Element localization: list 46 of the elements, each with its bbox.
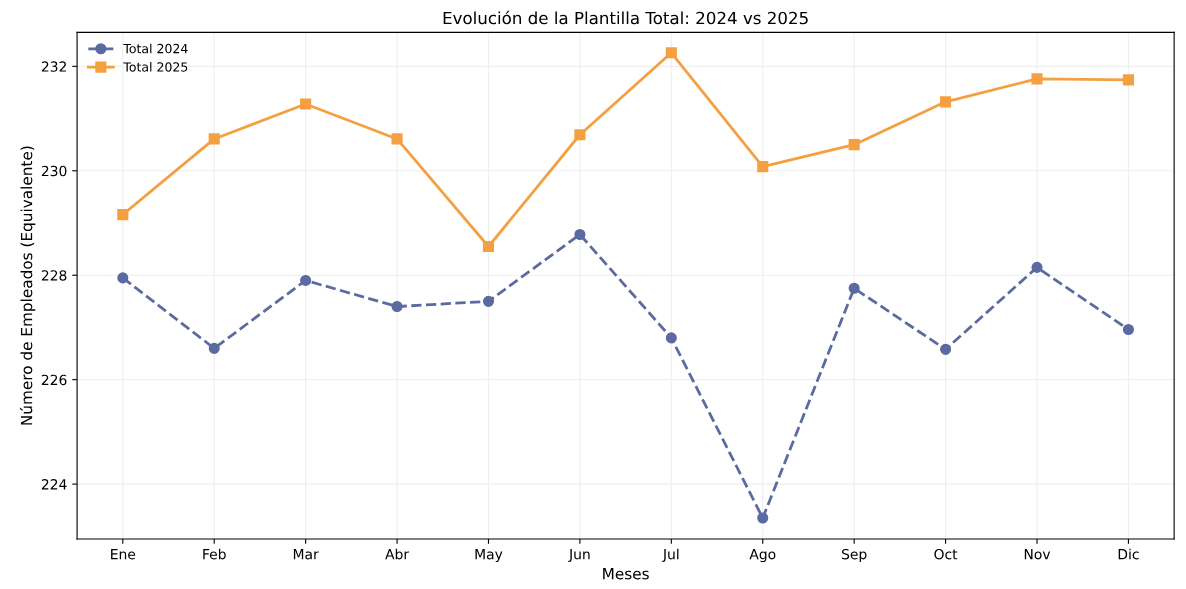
y-tick-label: 224: [41, 479, 67, 490]
point: [482, 240, 495, 253]
point: [940, 343, 952, 355]
x-tick-label: Jun: [568, 549, 590, 562]
point: [665, 332, 677, 344]
point: [665, 47, 677, 59]
x-tick-label: Jul: [662, 548, 679, 562]
x-tick-label: Sep: [841, 548, 867, 563]
point: [757, 512, 769, 524]
x-tick-label: Mar: [293, 549, 319, 560]
point: [117, 272, 129, 284]
point: [757, 161, 769, 173]
y-tick-label: 230: [41, 165, 67, 177]
point: [208, 342, 220, 354]
point: [117, 209, 129, 221]
x-tick-label: Oct: [934, 548, 958, 560]
point: [574, 228, 586, 241]
chart-title: Evolución de la Plantilla Total: 2024 vs 2025: [443, 10, 808, 25]
point: [391, 300, 403, 313]
point: [1031, 73, 1043, 85]
x-tick-label: Ene: [111, 549, 136, 560]
point: [848, 282, 860, 294]
point: [300, 274, 312, 286]
x-tick-label: Abr: [385, 548, 410, 560]
y-tick-label: 228: [41, 270, 67, 281]
legend-label: Total 2025: [123, 61, 188, 72]
x-tick-label: May: [475, 549, 503, 563]
x-tick-label: Nov: [1024, 549, 1051, 560]
y-tick-label: 226: [41, 374, 67, 386]
point: [848, 139, 860, 151]
point: [1122, 323, 1134, 336]
x-tick-label: Dic: [1118, 548, 1139, 560]
point: [482, 295, 495, 307]
point: [391, 133, 403, 145]
point: [940, 96, 952, 108]
y-axis-title: Número de Empleados (Equivalente): [19, 146, 36, 425]
x-axis-title: Meses: [603, 568, 649, 580]
point: [1122, 74, 1134, 86]
point: [300, 98, 312, 110]
point: [208, 133, 220, 145]
y-tick-label: 232: [41, 61, 66, 72]
x-tick-label: Feb: [203, 548, 226, 560]
x-tick-label: Ago: [749, 549, 776, 563]
legend-label: Total 2024: [123, 43, 188, 54]
point: [1031, 261, 1043, 273]
point: [574, 129, 586, 141]
